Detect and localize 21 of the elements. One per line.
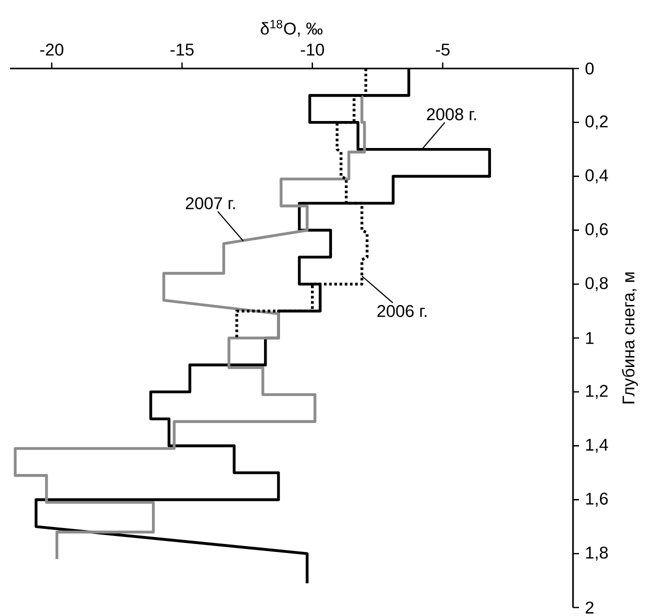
y-tick-label: 1,6 [586,492,608,507]
y-tick-label: 0,2 [586,115,608,130]
annotation: 2008 г. [426,108,476,120]
x-tick-label: -10 [300,44,324,56]
y-tick-label: 1,2 [586,384,608,399]
y-tick-label: 0 [586,62,594,75]
annotation: 2007 г. [186,197,235,210]
x-axis-title: δ$^{18}$O, ‰ [260,20,322,37]
line-series [14,94,366,560]
x-tick-label: -5 [436,44,450,56]
y-tick-label: 0,8 [586,277,608,292]
y-tick-label: 1,8 [586,546,608,561]
y-tick-label: 2 [586,602,594,614]
y-axis-title: Глубина снега, м [622,272,638,404]
x-tick-label: -20 [40,44,64,56]
x-tick-label: -15 [170,44,194,56]
y-tick-label: 1,4 [586,438,608,453]
y-tick-label: 0,4 [586,169,608,184]
y-tick-label: 0,6 [586,223,608,238]
y-tick-label: 1 [586,332,594,344]
annotation: 2006 г. [377,305,426,318]
